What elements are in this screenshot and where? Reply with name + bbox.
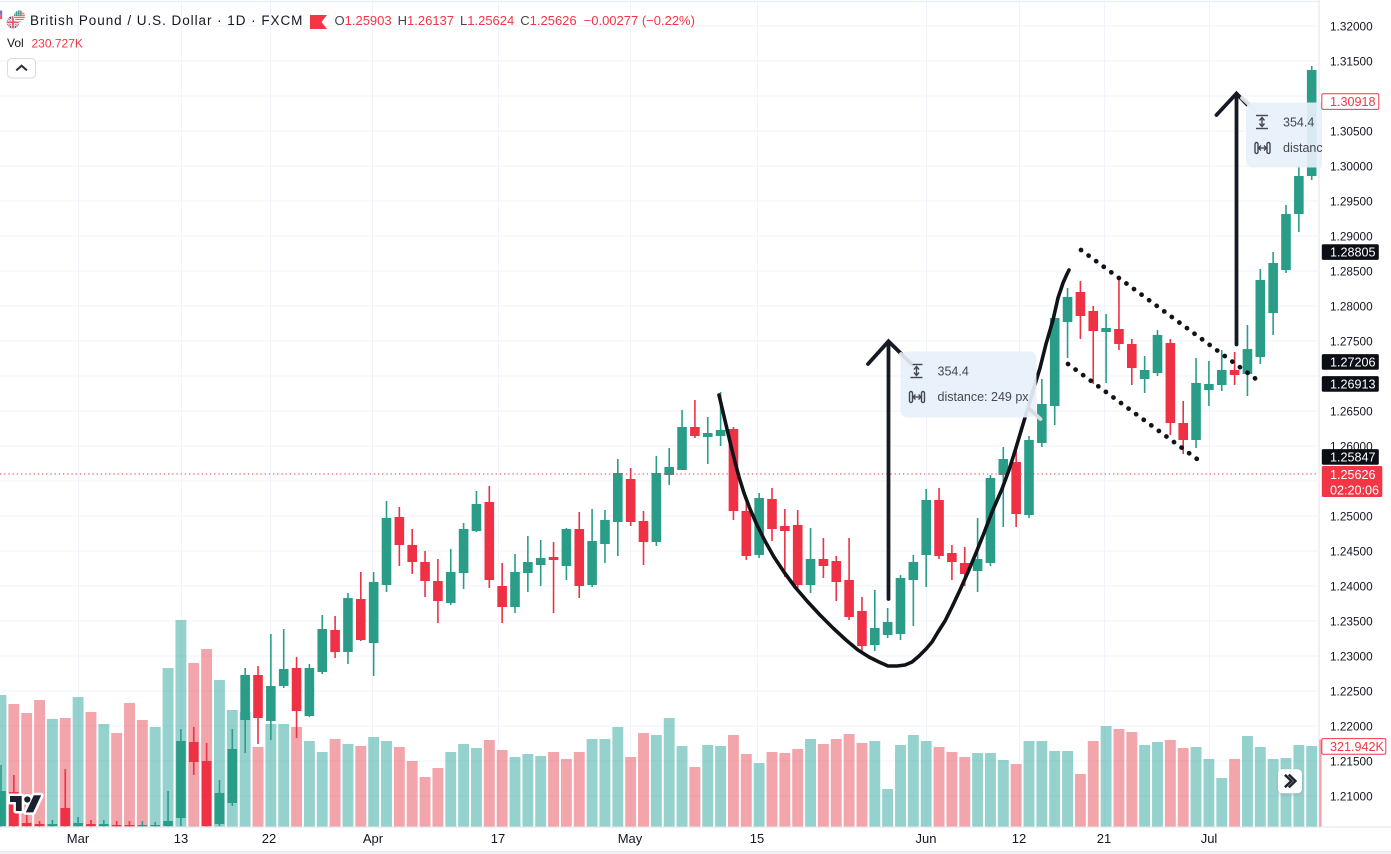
svg-text:1.28500: 1.28500 [1330, 264, 1373, 278]
svg-text:12: 12 [1012, 831, 1026, 846]
svg-text:1.21000: 1.21000 [1330, 789, 1373, 803]
svg-text:1.25847: 1.25847 [1330, 451, 1376, 465]
svg-text:1.30000: 1.30000 [1330, 159, 1373, 173]
svg-text:British Pound / U.S. Dollar ·: British Pound / U.S. Dollar · 1D · FXCM [30, 13, 303, 28]
svg-text:Jul: Jul [1201, 831, 1218, 846]
svg-text:1.32000: 1.32000 [1330, 19, 1373, 33]
svg-text:May: May [618, 831, 643, 846]
svg-text:distance: 249 px: distance: 249 px [1283, 141, 1375, 155]
svg-text:1.30918: 1.30918 [1330, 95, 1376, 109]
svg-text:15: 15 [750, 831, 764, 846]
svg-text:1.22500: 1.22500 [1330, 684, 1373, 698]
svg-text:1.31500: 1.31500 [1330, 54, 1373, 68]
svg-text:distance: 249 px: distance: 249 px [938, 390, 1030, 404]
svg-text:230.727K: 230.727K [32, 37, 83, 51]
svg-text:1.23000: 1.23000 [1330, 649, 1373, 663]
svg-text:1.30500: 1.30500 [1330, 124, 1373, 138]
svg-text:22: 22 [262, 831, 276, 846]
svg-text:321.942K: 321.942K [1330, 740, 1385, 754]
svg-text:1.25000: 1.25000 [1330, 509, 1373, 523]
svg-text:Vol: Vol [7, 36, 24, 50]
svg-text:1.28805: 1.28805 [1330, 246, 1376, 260]
svg-text:1.29500: 1.29500 [1330, 194, 1373, 208]
svg-text:Jun: Jun [916, 831, 937, 846]
svg-text:1.27500: 1.27500 [1330, 334, 1373, 348]
svg-text:02:20:06: 02:20:06 [1330, 483, 1379, 497]
svg-text:Apr: Apr [363, 831, 384, 846]
svg-text:1.24500: 1.24500 [1330, 544, 1373, 558]
svg-text:1.27206: 1.27206 [1330, 356, 1376, 370]
svg-text:1.26913: 1.26913 [1330, 378, 1376, 392]
svg-text:1.24000: 1.24000 [1330, 579, 1373, 593]
svg-text:17: 17 [491, 831, 505, 846]
svg-text:354.4: 354.4 [1283, 116, 1314, 130]
svg-text:1.22000: 1.22000 [1330, 719, 1373, 733]
svg-text:1.26500: 1.26500 [1330, 404, 1373, 418]
svg-text:21: 21 [1097, 831, 1111, 846]
svg-text:354.4: 354.4 [938, 365, 969, 379]
svg-text:1.29000: 1.29000 [1330, 229, 1373, 243]
svg-text:1.21500: 1.21500 [1330, 754, 1373, 768]
svg-text:1.23500: 1.23500 [1330, 614, 1373, 628]
svg-text:Mar: Mar [67, 831, 90, 846]
svg-text:13: 13 [174, 831, 188, 846]
svg-text:1.25626: 1.25626 [1330, 468, 1376, 482]
svg-text:1.28000: 1.28000 [1330, 299, 1373, 313]
